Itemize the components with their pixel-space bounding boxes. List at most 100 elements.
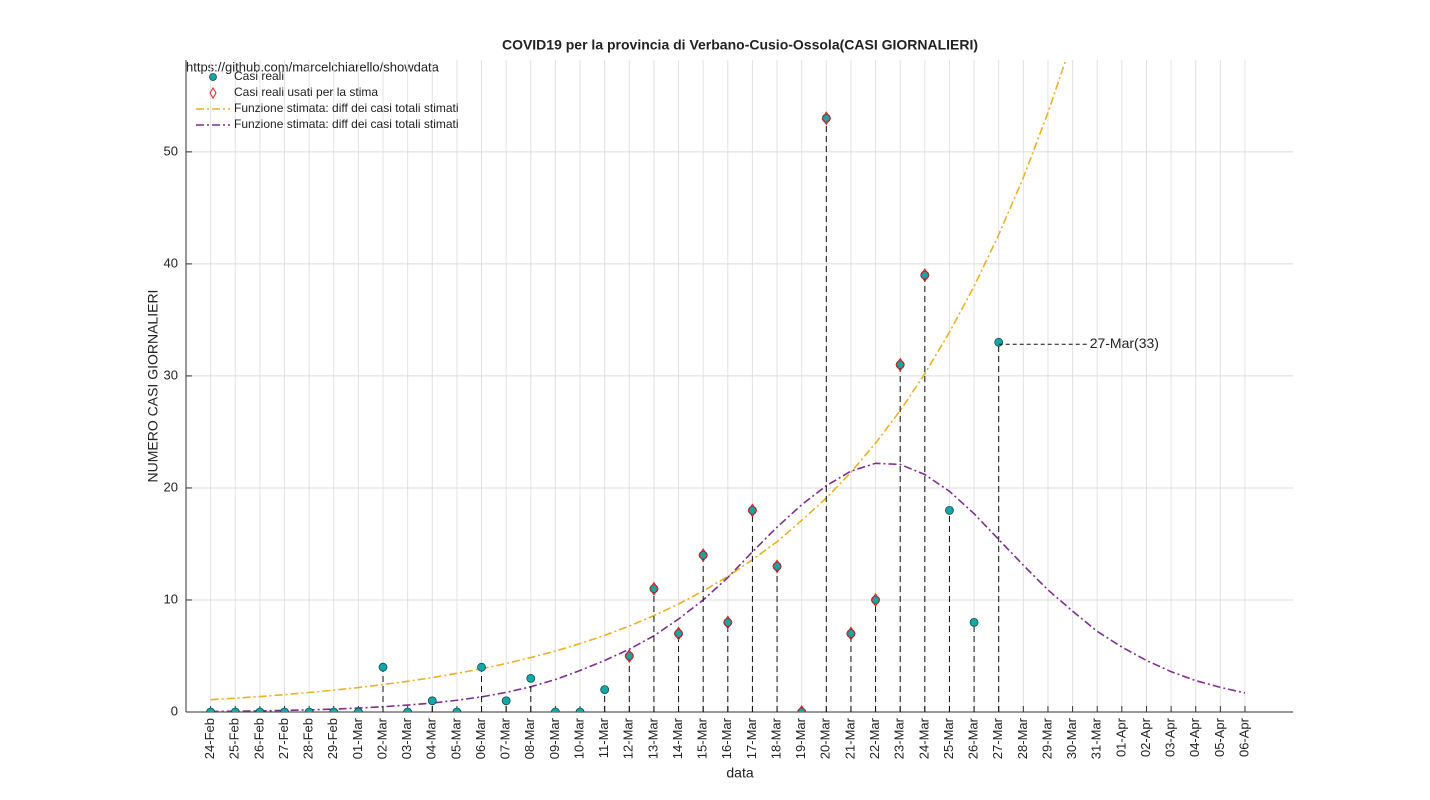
data-point [427,696,437,706]
x-tick-label: 12-Mar [621,717,636,759]
legend-item: Casi reali usati per la stima [209,85,378,99]
data-point [772,561,782,571]
x-tick-label: 13-Mar [645,717,660,759]
x-tick-label: 25-Mar [941,717,956,759]
x-tick-label: 26-Mar [966,717,981,759]
data-point [846,629,856,638]
data-point [403,707,413,712]
data-point [501,696,511,706]
diamond-marker [698,548,708,563]
diamond-marker [624,649,634,663]
data-point [649,584,659,594]
x-tick-label: 03-Mar [399,717,414,759]
data-point [378,662,388,672]
data-point [797,707,807,712]
x-tick-label: 23-Mar [892,717,907,759]
x-tick-label: 27-Feb [276,718,291,759]
legend-swatch [209,73,217,81]
x-tick-label: 26-Feb [251,718,266,759]
diamond-marker [649,581,659,596]
legend-label: Funzione stimata: diff dei casi totali s… [234,117,459,131]
data-point [871,595,880,605]
data-point [304,707,314,712]
x-tick-label: 28-Feb [301,718,316,759]
fit-line [210,60,1067,701]
y-tick-label: 30 [164,367,178,382]
x-tick-label: 03-Apr [1163,717,1178,757]
x-tick-label: 29-Mar [1039,717,1054,759]
data-point [674,629,683,638]
x-tick-label: 31-Mar [1089,717,1104,759]
x-tick-label: 05-Mar [448,717,463,759]
legend-item: Funzione stimata: diff dei casi totali s… [196,117,459,131]
legend-label: Casi reali usati per la stima [234,85,378,99]
x-axis-label: data [726,765,753,781]
data-point [452,707,462,712]
source-note: https://github.com/marcelchiarello/showd… [186,59,440,74]
y-tick-label: 0 [171,703,178,718]
diamond-marker [821,111,831,126]
x-tick-label: 11-Mar [596,717,611,758]
x-tick-label: 19-Mar [793,717,808,759]
plot-area [186,60,1293,712]
diamond-marker [870,593,881,607]
data-point [821,113,831,123]
data-point [945,505,954,515]
x-tick-label: 10-Mar [571,717,586,759]
x-tick-label: 08-Mar [522,717,537,759]
y-tick-label: 10 [164,591,178,606]
y-tick-label: 40 [164,255,178,270]
data-point [600,685,610,694]
x-tick-label: 27-Mar [990,717,1005,759]
x-tick-label: 01-Apr [1113,717,1128,757]
x-tick-label: 06-Mar [473,717,488,759]
data-point [206,707,216,712]
data-point [329,707,339,712]
x-tick-label: 04-Mar [424,717,439,759]
data-point [353,707,363,712]
legend-label: Casi reali [234,69,284,83]
y-axis-label: NUMERO CASI GIORNALIERI [145,290,161,483]
diamond-marker [673,626,684,641]
data-point [477,662,486,672]
legend-item: Funzione stimata: diff dei casi totali s… [196,101,459,115]
x-tick-label: 14-Mar [670,717,685,759]
data-point [255,707,265,712]
data-point [526,673,536,683]
x-tick-label: 17-Mar [744,717,759,759]
x-tick-label: 06-Apr [1236,717,1251,757]
data-point [280,707,289,712]
x-tick-label: 16-Mar [719,717,734,759]
x-tick-label: 20-Mar [818,717,833,759]
data-point [624,651,634,661]
data-point [551,707,560,712]
data-point [994,337,1004,347]
x-tick-label: 24-Mar [916,717,931,759]
x-tick-label: 09-Mar [547,717,562,759]
x-tick-label: 30-Mar [1064,717,1079,759]
plot-layer [206,60,1246,712]
data-point [230,707,240,712]
annotation: 27-Mar(33) [1090,335,1159,351]
x-tick-label: 18-Mar [768,717,783,759]
x-tick-label: 02-Apr [1138,717,1153,757]
x-tick-label: 25-Feb [227,718,242,759]
diamond-marker [723,615,733,630]
chart-title: COVID19 per la provincia di Verbano-Cusi… [502,37,978,53]
legend-swatch [209,87,217,99]
legend-label: Funzione stimata: diff dei casi totali s… [234,101,459,115]
diamond-marker [895,357,905,372]
data-point [698,550,708,560]
x-tick-label: 21-Mar [842,717,857,759]
diamond-marker [846,626,856,641]
data-point [895,360,905,370]
x-tick-label: 28-Mar [1015,717,1030,759]
x-tick-label: 29-Feb [325,718,340,759]
diamond-marker [797,705,807,712]
x-tick-label: 22-Mar [867,717,882,759]
data-point [748,505,757,515]
x-tick-label: 24-Feb [202,718,217,759]
x-tick-label: 15-Mar [695,717,710,759]
diamond-marker [747,503,758,518]
